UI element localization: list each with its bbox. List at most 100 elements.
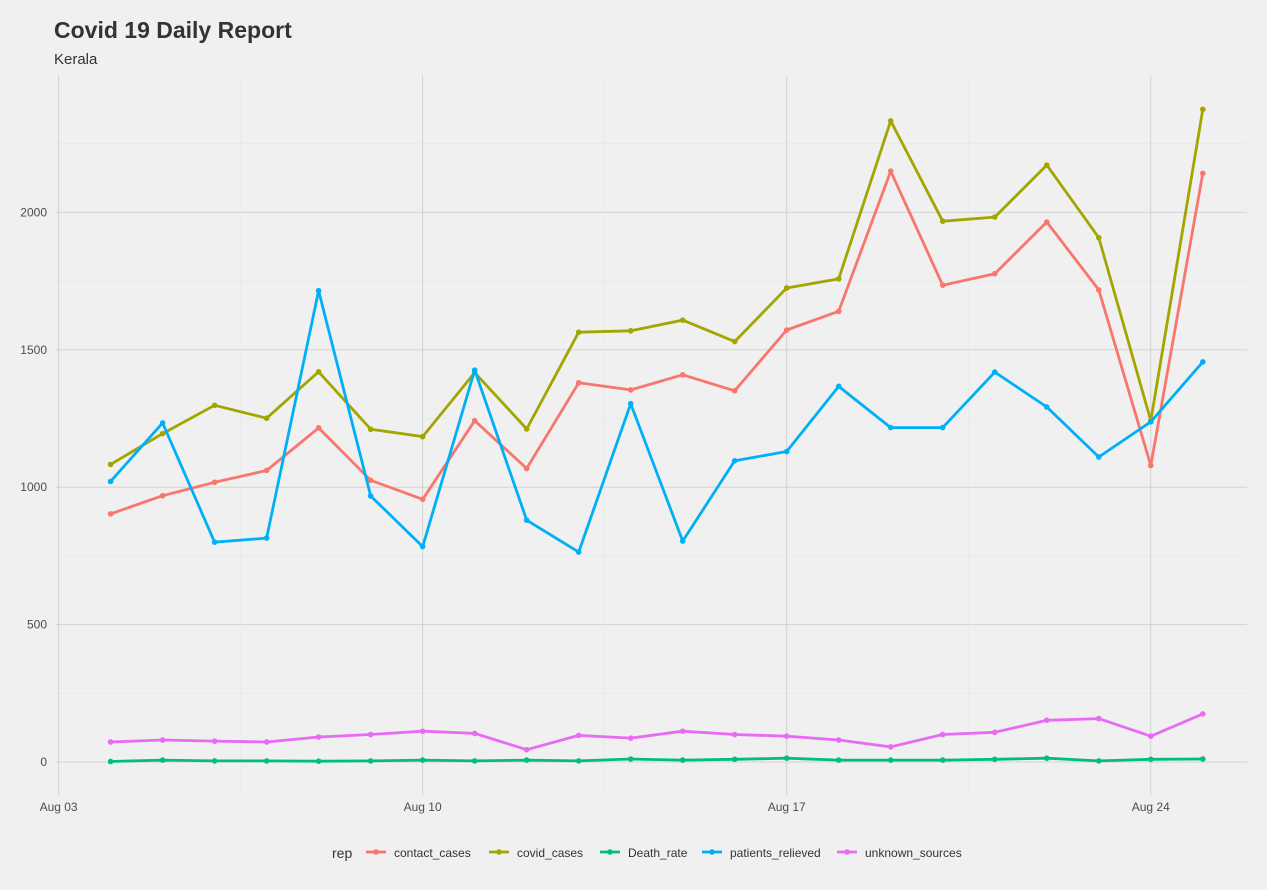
data-point-covid_cases	[263, 415, 270, 422]
data-point-Death_rate	[263, 758, 270, 764]
legend-key-point	[844, 849, 850, 855]
data-point-Death_rate	[783, 755, 790, 761]
data-point-Death_rate	[1095, 758, 1102, 764]
data-point-unknown_sources	[835, 737, 842, 743]
data-point-contact_cases	[419, 496, 426, 503]
data-point-patients_relieved	[783, 448, 790, 455]
legend-key-point	[709, 849, 715, 855]
y-tick-label: 500	[27, 618, 47, 632]
data-point-unknown_sources	[679, 728, 686, 735]
data-point-unknown_sources	[211, 738, 218, 744]
legend-key-point	[373, 849, 379, 855]
series-line-contact_cases	[110, 169, 1205, 516]
series-line-covid_cases	[109, 109, 1205, 466]
data-point-Death_rate	[211, 758, 218, 764]
data-point-unknown_sources	[523, 746, 530, 753]
legend-label: contact_cases	[394, 846, 471, 860]
legend: rep contact_cases covid_cases Death_rate pat…	[332, 845, 962, 861]
data-point-unknown_sources	[783, 733, 790, 739]
data-point-covid_cases	[523, 426, 530, 432]
data-point-contact_cases	[211, 479, 218, 486]
data-point-Death_rate	[939, 757, 946, 763]
grid	[56, 75, 1247, 795]
data-point-unknown_sources	[315, 734, 322, 740]
data-point-unknown_sources	[1043, 717, 1050, 724]
data-point-patients_relieved	[107, 478, 114, 485]
data-point-unknown_sources	[1147, 733, 1154, 739]
data-point-Death_rate	[627, 756, 634, 762]
data-point-contact_cases	[523, 465, 530, 472]
data-point-contact_cases	[679, 372, 686, 378]
data-point-contact_cases	[939, 282, 946, 289]
data-point-contact_cases	[991, 270, 998, 277]
data-point-unknown_sources	[419, 728, 426, 735]
data-point-contact_cases	[471, 417, 478, 424]
data-point-Death_rate	[471, 758, 478, 764]
data-point-covid_cases	[887, 118, 894, 124]
data-point-covid_cases	[835, 276, 842, 282]
data-point-patients_relieved	[835, 383, 842, 390]
data-point-unknown_sources	[107, 739, 114, 745]
data-point-contact_cases	[1199, 170, 1206, 177]
x-axis-ticks: Aug 03 Aug 10 Aug 17 Aug 24	[40, 800, 1171, 814]
series-lines	[107, 106, 1206, 765]
data-point-unknown_sources	[887, 744, 894, 750]
data-point-patients_relieved	[159, 420, 166, 426]
data-point-patients_relieved	[731, 458, 738, 464]
data-point-Death_rate	[679, 757, 686, 763]
data-point-contact_cases	[1147, 462, 1154, 469]
data-point-contact_cases	[159, 492, 166, 499]
data-point-covid_cases	[783, 285, 790, 291]
data-point-Death_rate	[1147, 756, 1154, 763]
chart-title: Covid 19 Daily Report	[54, 17, 292, 43]
data-point-contact_cases	[1043, 219, 1050, 225]
data-point-Death_rate	[367, 758, 374, 764]
legend-label: Death_rate	[628, 846, 688, 860]
data-point-contact_cases	[887, 168, 894, 174]
data-point-Death_rate	[887, 757, 894, 763]
legend-key-point	[607, 849, 613, 855]
data-point-patients_relieved	[471, 367, 478, 373]
data-point-unknown_sources	[991, 729, 998, 736]
legend-key-point	[496, 849, 502, 855]
data-point-patients_relieved	[1147, 419, 1154, 425]
data-point-covid_cases	[419, 433, 426, 440]
data-point-patients_relieved	[575, 549, 582, 555]
data-point-contact_cases	[315, 425, 322, 431]
data-point-patients_relieved	[367, 493, 374, 499]
legend-label: covid_cases	[517, 846, 583, 860]
data-point-covid_cases	[1043, 162, 1050, 168]
data-point-patients_relieved	[939, 424, 946, 431]
data-point-patients_relieved	[887, 424, 894, 431]
data-point-contact_cases	[107, 511, 114, 517]
data-point-covid_cases	[1199, 106, 1206, 113]
data-point-contact_cases	[575, 379, 582, 386]
data-point-patients_relieved	[315, 287, 322, 294]
data-point-patients_relieved	[627, 400, 634, 407]
y-tick-label: 1500	[20, 343, 47, 357]
legend-label: unknown_sources	[865, 846, 962, 860]
data-point-covid_cases	[315, 368, 322, 375]
data-point-contact_cases	[783, 327, 790, 333]
data-point-covid_cases	[367, 426, 374, 433]
y-axis-ticks: 0 500 1000 1500 2000	[20, 205, 47, 769]
data-point-Death_rate	[523, 757, 530, 763]
data-point-patients_relieved	[679, 538, 686, 544]
data-point-contact_cases	[627, 387, 634, 393]
data-point-patients_relieved	[419, 543, 426, 550]
legend-title: rep	[332, 845, 352, 861]
x-tick-label: Aug 24	[1132, 800, 1170, 814]
data-point-covid_cases	[1095, 234, 1102, 241]
data-point-unknown_sources	[1199, 711, 1206, 717]
data-point-patients_relieved	[1043, 404, 1050, 410]
data-point-unknown_sources	[939, 731, 946, 738]
data-point-contact_cases	[835, 308, 842, 315]
data-point-covid_cases	[211, 402, 218, 409]
x-tick-label: Aug 10	[404, 800, 442, 814]
data-point-unknown_sources	[263, 739, 270, 745]
data-point-Death_rate	[731, 756, 738, 763]
data-point-Death_rate	[159, 757, 166, 763]
data-point-Death_rate	[835, 757, 842, 763]
data-point-covid_cases	[627, 328, 634, 334]
